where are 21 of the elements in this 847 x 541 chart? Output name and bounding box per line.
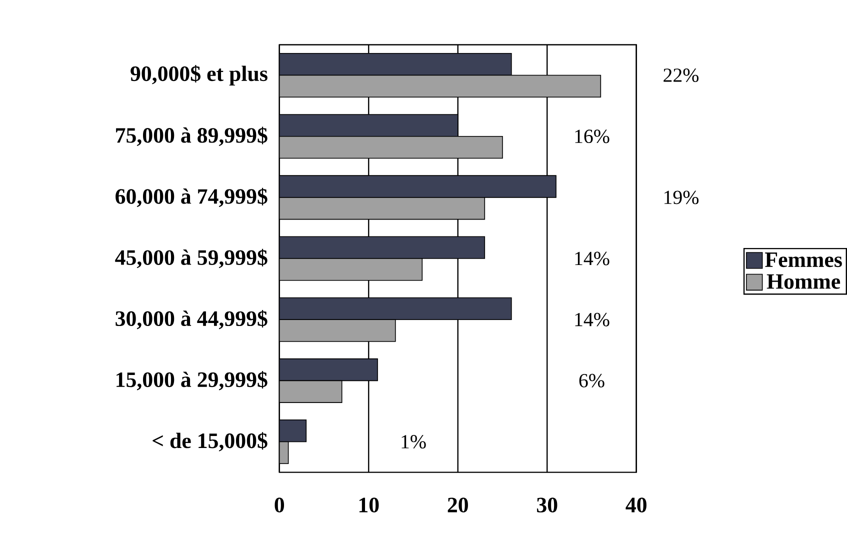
y-tick-label: 30,000 à 44,999$ bbox=[116, 310, 268, 330]
legend-label: Femmes bbox=[765, 252, 842, 268]
y-tick-label: 45,000 à 59,999$ bbox=[115, 248, 268, 268]
x-tick-label: 20 bbox=[448, 498, 468, 512]
annotation: 14% bbox=[575, 252, 610, 266]
annotation: 1% bbox=[402, 435, 426, 449]
y-tick-label: < de 15,000$ bbox=[152, 432, 268, 452]
y-tick-label: 90,000$ et plus bbox=[130, 65, 268, 86]
y-tick-label: 60,000 à 74,999$ bbox=[116, 188, 268, 208]
legend-label: Homme bbox=[766, 274, 840, 289]
text: 19% bbox=[664, 190, 699, 204]
annotation: 16% bbox=[575, 130, 610, 144]
annotation: 6% bbox=[579, 374, 604, 388]
x-tick-label: 10 bbox=[359, 498, 379, 512]
x-tick-label: 0 bbox=[274, 498, 284, 512]
y-tick-label: 75,000 à 89,999$ bbox=[116, 126, 268, 146]
x-tick-label: 40 bbox=[626, 498, 646, 512]
text: 22% bbox=[664, 68, 699, 82]
x-tick-label: 30 bbox=[537, 498, 558, 512]
y-tick-label: 15,000 à 29,999$ bbox=[116, 371, 268, 390]
annotation: 14% bbox=[575, 312, 610, 326]
